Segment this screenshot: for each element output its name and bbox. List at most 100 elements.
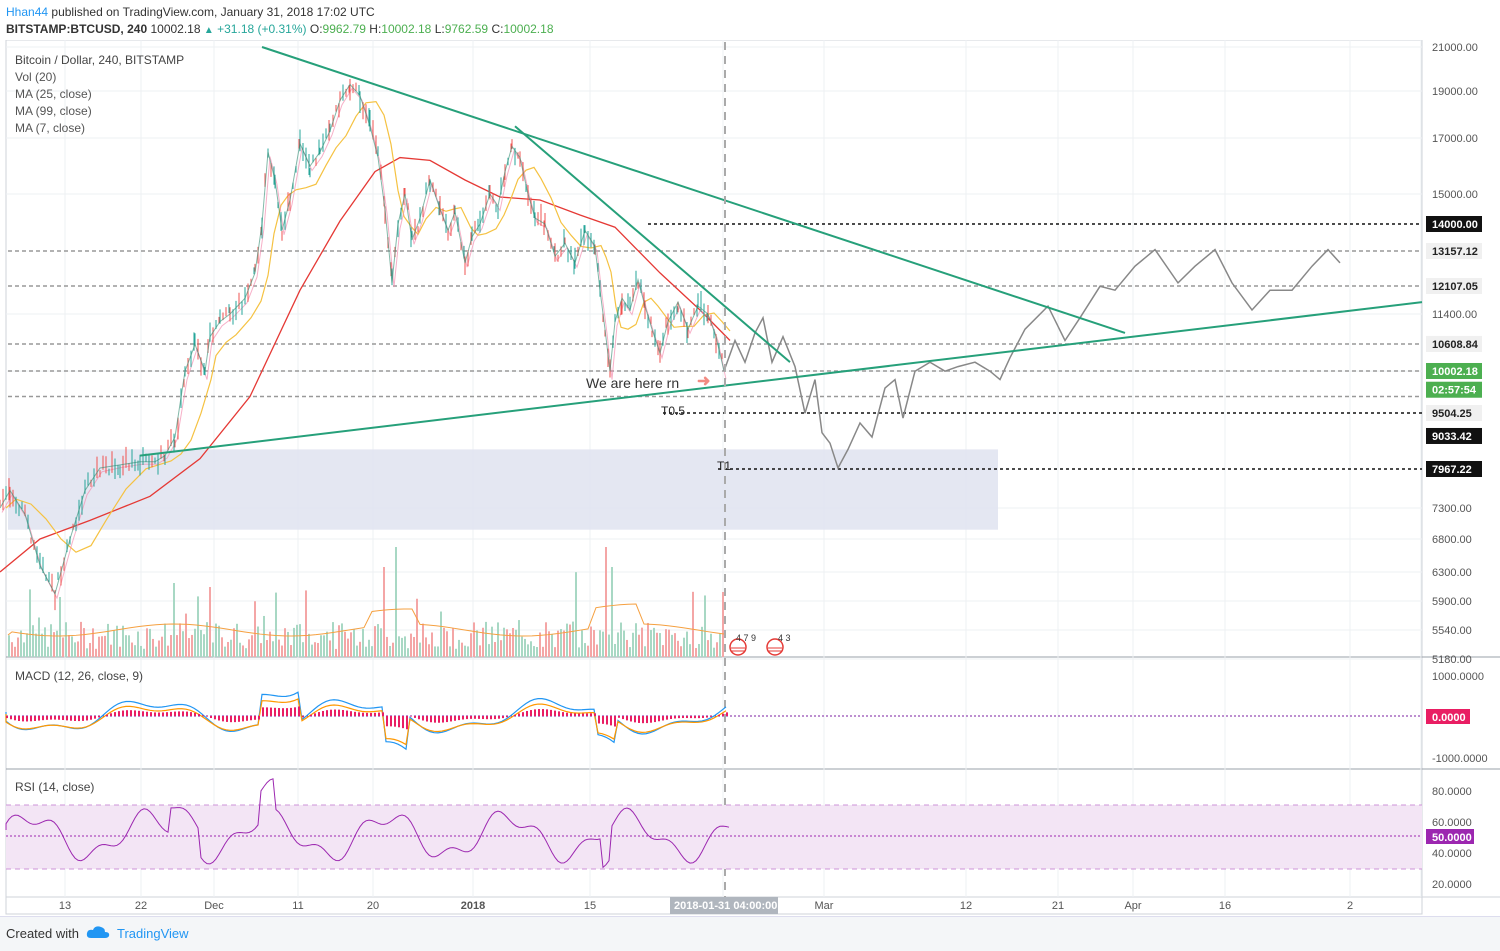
macd-hist-bar xyxy=(698,716,700,718)
macd-hist-bar xyxy=(18,716,20,721)
macd-hist-bar xyxy=(402,716,404,728)
macd-title[interactable]: MACD (12, 26, close, 9) xyxy=(15,669,143,683)
volume-bar xyxy=(665,629,667,657)
macd-hist-bar xyxy=(302,716,304,717)
macd-hist-bar xyxy=(62,716,64,720)
price-tick-11: 5180.00 xyxy=(1432,654,1472,666)
volume-bar xyxy=(719,634,721,657)
volume-bar xyxy=(575,572,577,657)
macd-hist-bar xyxy=(298,706,300,716)
macd-tick-bottom: -1000.0000 xyxy=(1432,753,1488,765)
price-badge-text-5: 02:57:54 xyxy=(1432,385,1477,397)
volume-bar xyxy=(89,643,91,657)
legend-vol[interactable]: Vol (20) xyxy=(15,70,56,84)
volume-bar xyxy=(437,646,439,657)
volume-bar xyxy=(407,648,409,657)
macd-hist-bar xyxy=(406,716,408,729)
macd-hist-bar xyxy=(246,716,248,721)
macd-tick-top: 1000.0000 xyxy=(1432,671,1484,683)
volume-bar xyxy=(704,595,706,657)
volume-bar xyxy=(68,635,70,657)
footer: Created with TradingView xyxy=(0,916,1500,951)
macd-hist-bar xyxy=(494,716,496,719)
trendline-2 xyxy=(140,302,1422,455)
macd-hist-bar xyxy=(430,716,432,722)
volume-bar xyxy=(119,647,121,657)
current-date-text: 2018-01-31 04:00:00 xyxy=(674,900,777,912)
volume-bar xyxy=(179,623,181,657)
event-flags[interactable]: 4 7 9 4 3 xyxy=(730,633,791,655)
author-link[interactable]: Hhan44 xyxy=(6,5,48,19)
volume-bar xyxy=(203,634,205,657)
volume-bar xyxy=(227,642,229,657)
volume-bar xyxy=(104,636,106,657)
volume-bar xyxy=(656,633,658,657)
macd-hist-bar xyxy=(366,713,368,716)
volume-bar xyxy=(461,643,463,657)
macd-hist-bar xyxy=(394,716,396,727)
volume-bar xyxy=(152,639,154,657)
high-value: 10002.18 xyxy=(381,22,431,36)
price-badge-text-4: 10002.18 xyxy=(1432,366,1478,378)
macd-hist-bar xyxy=(186,712,188,716)
volume-bar xyxy=(683,638,685,657)
macd-hist-bar xyxy=(554,711,556,716)
volume-bar xyxy=(215,624,217,657)
macd-hist-bar xyxy=(326,710,328,716)
volume-bar xyxy=(128,635,130,657)
volume-bar xyxy=(422,624,424,657)
volume-bar xyxy=(701,627,703,657)
rsi-tick-60: 60.0000 xyxy=(1432,817,1472,829)
legend-ma7[interactable]: MA (7, close) xyxy=(15,121,85,135)
macd-hist-bar xyxy=(542,709,544,716)
macd-hist-bar xyxy=(126,710,128,716)
volume-bar xyxy=(101,636,103,657)
macd-hist-bar xyxy=(470,716,472,719)
macd-hist-bar xyxy=(222,716,224,721)
macd-hist-bar xyxy=(82,716,84,721)
volume-bar xyxy=(680,646,682,657)
macd-hist-bar xyxy=(370,713,372,716)
volume-bar xyxy=(479,645,481,657)
legend-ma99[interactable]: MA (99, close) xyxy=(15,104,92,118)
macd-hist-bar xyxy=(46,716,48,720)
price-badge-text-1: 13157.12 xyxy=(1432,246,1478,258)
t05-label[interactable]: T0.5 xyxy=(661,404,685,418)
macd-hist-bar xyxy=(418,716,420,719)
price-axis[interactable]: 21000.0019000.0017000.0015000.0011400.00… xyxy=(1432,42,1478,666)
macd-hist-bar xyxy=(498,716,500,719)
macd-hist-bar xyxy=(454,716,456,721)
macd-hist-bar xyxy=(658,716,660,721)
macd-hist-bar xyxy=(686,716,688,718)
volume-bar xyxy=(26,633,28,657)
macd-hist-bar xyxy=(374,713,376,716)
volume-bar xyxy=(674,633,676,657)
volume-bar xyxy=(17,637,19,657)
volume-bar xyxy=(29,589,31,657)
macd-hist-bar xyxy=(122,711,124,716)
volume-bar xyxy=(644,646,646,657)
last-price: 10002.18 xyxy=(150,22,200,36)
time-tick-8: Mar xyxy=(815,900,834,912)
rsi-title[interactable]: RSI (14, close) xyxy=(15,780,94,794)
tradingview-link[interactable]: TradingView xyxy=(117,926,189,941)
volume-bar xyxy=(686,632,688,657)
macd-hist-bar xyxy=(398,716,400,727)
created-with: Created with xyxy=(6,926,79,941)
time-tick-10: 21 xyxy=(1052,900,1064,912)
volume-bar xyxy=(8,635,10,657)
legend-ma25[interactable]: MA (25, close) xyxy=(15,87,92,101)
symbol-label[interactable]: BITSTAMP:BTCUSD, 240 xyxy=(6,22,147,36)
volume-bar xyxy=(533,646,535,657)
price-tick-9: 5900.00 xyxy=(1432,596,1472,608)
t1-label[interactable]: T1 xyxy=(717,459,731,473)
macd-hist-bar xyxy=(438,716,440,723)
volume-bar xyxy=(140,646,142,657)
macd-hist-bar xyxy=(650,716,652,723)
we-are-here-label[interactable]: We are here rn xyxy=(586,375,679,391)
price-chart[interactable]: We are here rn ➜ T0.5 T1 Bitcoin / Dolla… xyxy=(0,40,1500,916)
macd-hist-bar xyxy=(610,716,612,725)
volume-bar xyxy=(635,623,637,657)
price-badge-text-3: 10608.84 xyxy=(1432,339,1479,351)
macd-hist-bar xyxy=(86,716,88,720)
